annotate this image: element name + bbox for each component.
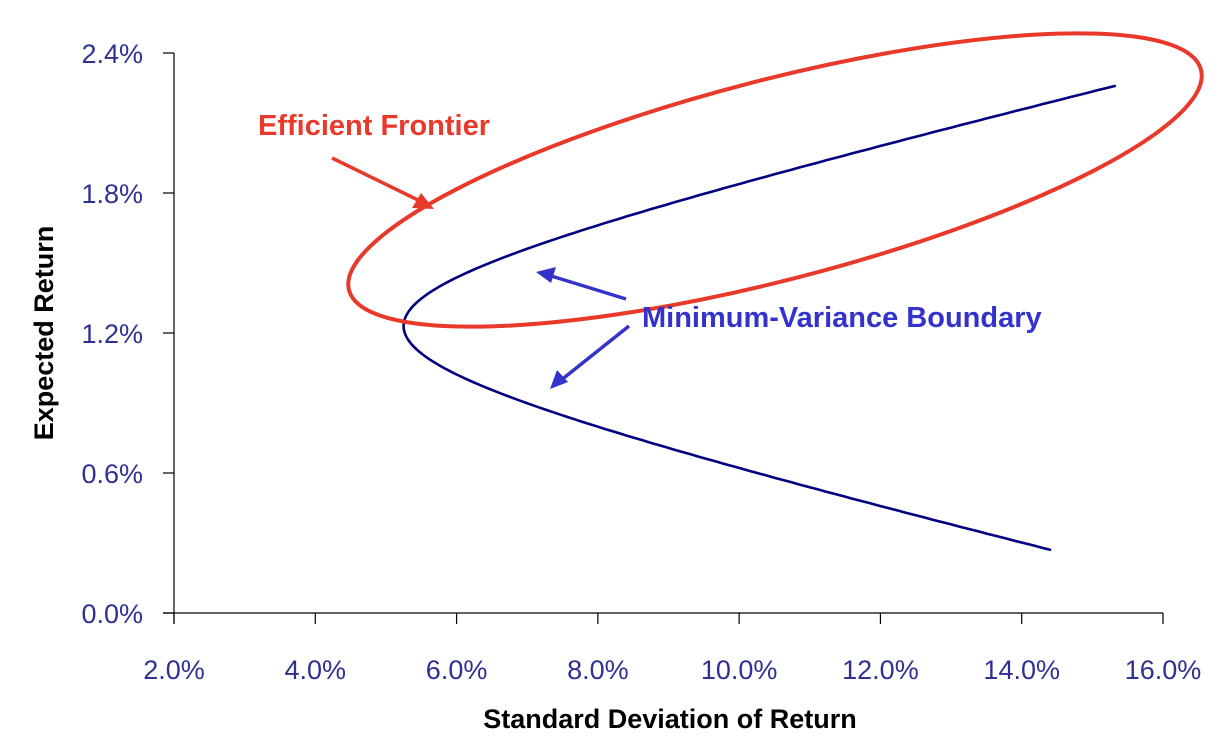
boundary-arrow-upper [536, 267, 627, 301]
y-tick-label: 0.0% [81, 599, 143, 629]
x-tick-label: 2.0% [143, 655, 205, 685]
x-tick-label: 16.0% [1125, 655, 1202, 685]
y-tick-label: 0.6% [81, 459, 143, 489]
minimum-variance-curve [402, 84, 1117, 552]
x-tick-label: 6.0% [426, 655, 488, 685]
x-tick-label: 4.0% [285, 655, 347, 685]
efficient-frontier-arrow [331, 156, 434, 209]
x-tick-label: 12.0% [842, 655, 919, 685]
x-axis: 2.0% 4.0% 6.0% 8.0% 10.0% 12.0% 14.0% 16.0% [143, 612, 1202, 685]
y-tick-label: 2.4% [81, 39, 143, 69]
efficient-frontier-label: Efficient Frontier [258, 110, 490, 142]
x-axis-title: Standard Deviation of Return [483, 704, 857, 734]
x-tick-label: 14.0% [983, 655, 1060, 685]
minimum-variance-label: Minimum-Variance Boundary [642, 302, 1042, 334]
y-tick-label: 1.8% [81, 179, 143, 209]
y-axis: 0.0% 0.6% 1.2% 1.8% 2.4% [81, 39, 175, 629]
x-tick-label: 10.0% [701, 655, 778, 685]
y-axis-title: Expected Return [29, 226, 59, 441]
efficient-frontier-ellipse [346, 31, 1204, 329]
boundary-arrow-lower [550, 324, 631, 389]
y-tick-label: 1.2% [81, 319, 143, 349]
x-tick-label: 8.0% [567, 655, 629, 685]
